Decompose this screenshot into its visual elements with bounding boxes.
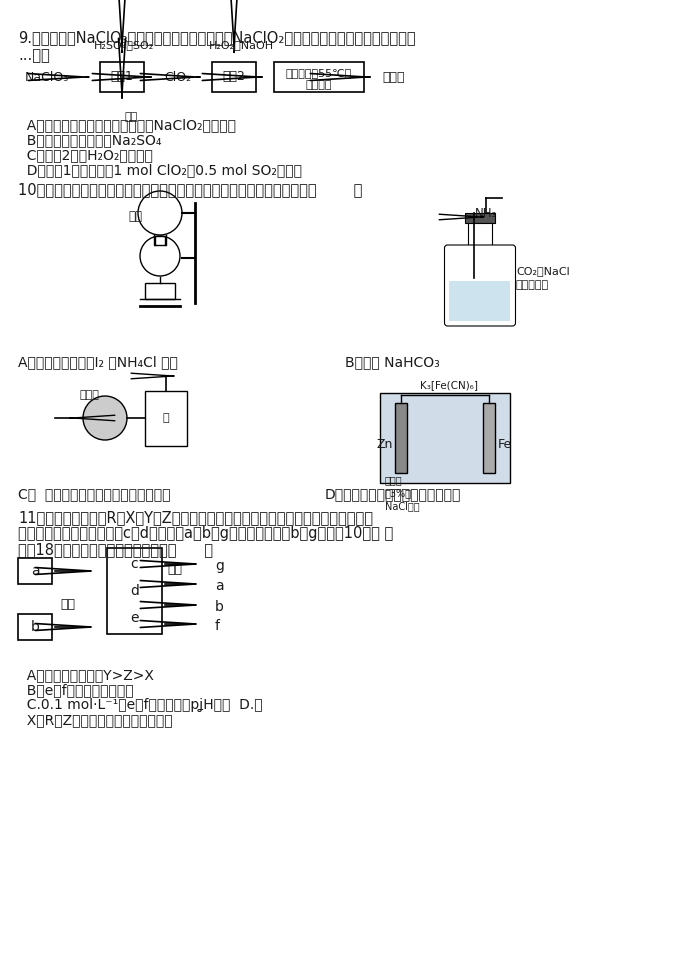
Text: ...的是: ...的是 [18,48,50,63]
FancyBboxPatch shape [395,403,407,473]
Text: 子、18电子分子。下列说法正确的是（      ）: 子、18电子分子。下列说法正确的是（ ） [18,542,213,557]
Text: 转化关系如图所示，其中，c、d为单质，a、b、g为二元化合物。b、g分别是10电子 分: 转化关系如图所示，其中，c、d为单质，a、b、g为二元化合物。b、g分别是10电… [18,526,393,541]
Text: K₃[Fe(CN)₆]: K₃[Fe(CN)₆] [420,380,478,390]
Text: b: b [215,600,224,614]
FancyBboxPatch shape [100,62,144,92]
Text: D．反应1中，每生成1 mol ClO₂有0.5 mol SO₂被氧化: D．反应1中，每生成1 mol ClO₂有0.5 mol SO₂被氧化 [18,163,302,177]
FancyBboxPatch shape [145,391,187,446]
Text: 9.以氯酸钠（NaClO₃）等为原料制备亚氯酸钠（NaClO₂）的工艺流程如下，下列说法中，: 9.以氯酸钠（NaClO₃）等为原料制备亚氯酸钠（NaClO₂）的工艺流程如下，… [18,30,416,45]
Text: b: b [31,620,40,634]
Text: A．采用减压蒸发可能是为了防止NaClO₂受热分解: A．采用减压蒸发可能是为了防止NaClO₂受热分解 [18,118,236,132]
Text: 冷却结晶: 冷却结晶 [306,80,332,90]
Text: a: a [31,564,39,578]
Text: c: c [131,557,138,571]
FancyBboxPatch shape [465,213,495,223]
Text: C．反应2中，H₂O₂做氧化剂: C．反应2中，H₂O₂做氧化剂 [18,148,153,162]
Text: 稀酸化: 稀酸化 [385,475,403,485]
Text: NaClO₃: NaClO₃ [25,71,69,84]
FancyBboxPatch shape [449,281,510,321]
Text: B．从母液中可以提取Na₂SO₄: B．从母液中可以提取Na₂SO₄ [18,133,162,147]
FancyBboxPatch shape [445,245,516,326]
Text: 粗产品: 粗产品 [382,71,405,84]
Text: 10．用下列实验装置进行相应实验，装置正确且能达到相应实验目的的是（        ）: 10．用下列实验装置进行相应实验，装置正确且能达到相应实验目的的是（ ） [18,182,362,197]
Circle shape [83,396,127,440]
FancyBboxPatch shape [212,62,256,92]
Text: 的饱和溶液: 的饱和溶液 [516,280,549,290]
Text: 冷水: 冷水 [128,210,142,223]
Text: C．  干燥、收集氢气并吸收多余的尾气: C． 干燥、收集氢气并吸收多余的尾气 [18,487,171,501]
Text: d: d [130,584,139,598]
FancyBboxPatch shape [380,393,510,483]
Text: 通电: 通电 [60,598,75,611]
Text: C.0.1 mol·L⁻¹的e和f溶液，后者pʝH较大  D.含: C.0.1 mol·L⁻¹的e和f溶液，后者pʝH较大 D.含 [18,698,262,712]
FancyBboxPatch shape [107,548,162,634]
Text: H₂SO₄、SO₂: H₂SO₄、SO₂ [94,40,154,50]
Text: 减压蒸发（55℃）: 减压蒸发（55℃） [286,68,352,78]
FancyBboxPatch shape [18,614,52,640]
Text: ClO₂: ClO₂ [164,71,191,84]
Text: 的3%的: 的3%的 [385,488,412,498]
FancyBboxPatch shape [483,403,495,473]
Text: 反应2: 反应2 [223,71,245,83]
FancyBboxPatch shape [468,223,492,248]
Text: e: e [130,611,139,625]
Text: CO₂和NaCl: CO₂和NaCl [516,266,570,276]
Text: 碱石灰: 碱石灰 [80,390,100,400]
Text: g: g [215,559,224,573]
Text: NaCl溶液: NaCl溶液 [385,501,420,511]
FancyBboxPatch shape [274,62,364,92]
Text: B．制备 NaHCO₃: B．制备 NaHCO₃ [345,355,440,369]
Text: 点燃: 点燃 [167,563,182,576]
Text: B．e和f合化学键类型相同: B．e和f合化学键类型相同 [18,683,134,697]
Text: 反应1: 反应1 [110,71,134,83]
Text: 水: 水 [162,413,169,423]
Text: A．简单离子半径：Y>Z>X: A．简单离子半径：Y>Z>X [18,668,154,682]
Text: D．用于验证牺牲阳极的阴极保护法: D．用于验证牺牲阳极的阴极保护法 [325,487,462,501]
Text: a: a [215,579,223,593]
Text: 11．短周期主族元素R、X、Y、Z的原子序数依次增大，由这些元素组成的物质之间的: 11．短周期主族元素R、X、Y、Z的原子序数依次增大，由这些元素组成的物质之间的 [18,510,373,525]
Text: H₂O₂、NaOH: H₂O₂、NaOH [209,40,274,50]
Text: X、R、Z三种元素的化合物只有一种: X、R、Z三种元素的化合物只有一种 [18,713,173,727]
FancyBboxPatch shape [145,283,175,299]
Text: A．用所示装置分离I₂ 和NH₄Cl 固体: A．用所示装置分离I₂ 和NH₄Cl 固体 [18,355,178,369]
Text: 母液: 母液 [125,112,138,122]
FancyBboxPatch shape [18,558,52,584]
Text: NH₃: NH₃ [475,207,497,220]
Text: Zn: Zn [377,438,393,451]
Text: Fe: Fe [498,438,512,451]
Text: f: f [215,619,220,633]
